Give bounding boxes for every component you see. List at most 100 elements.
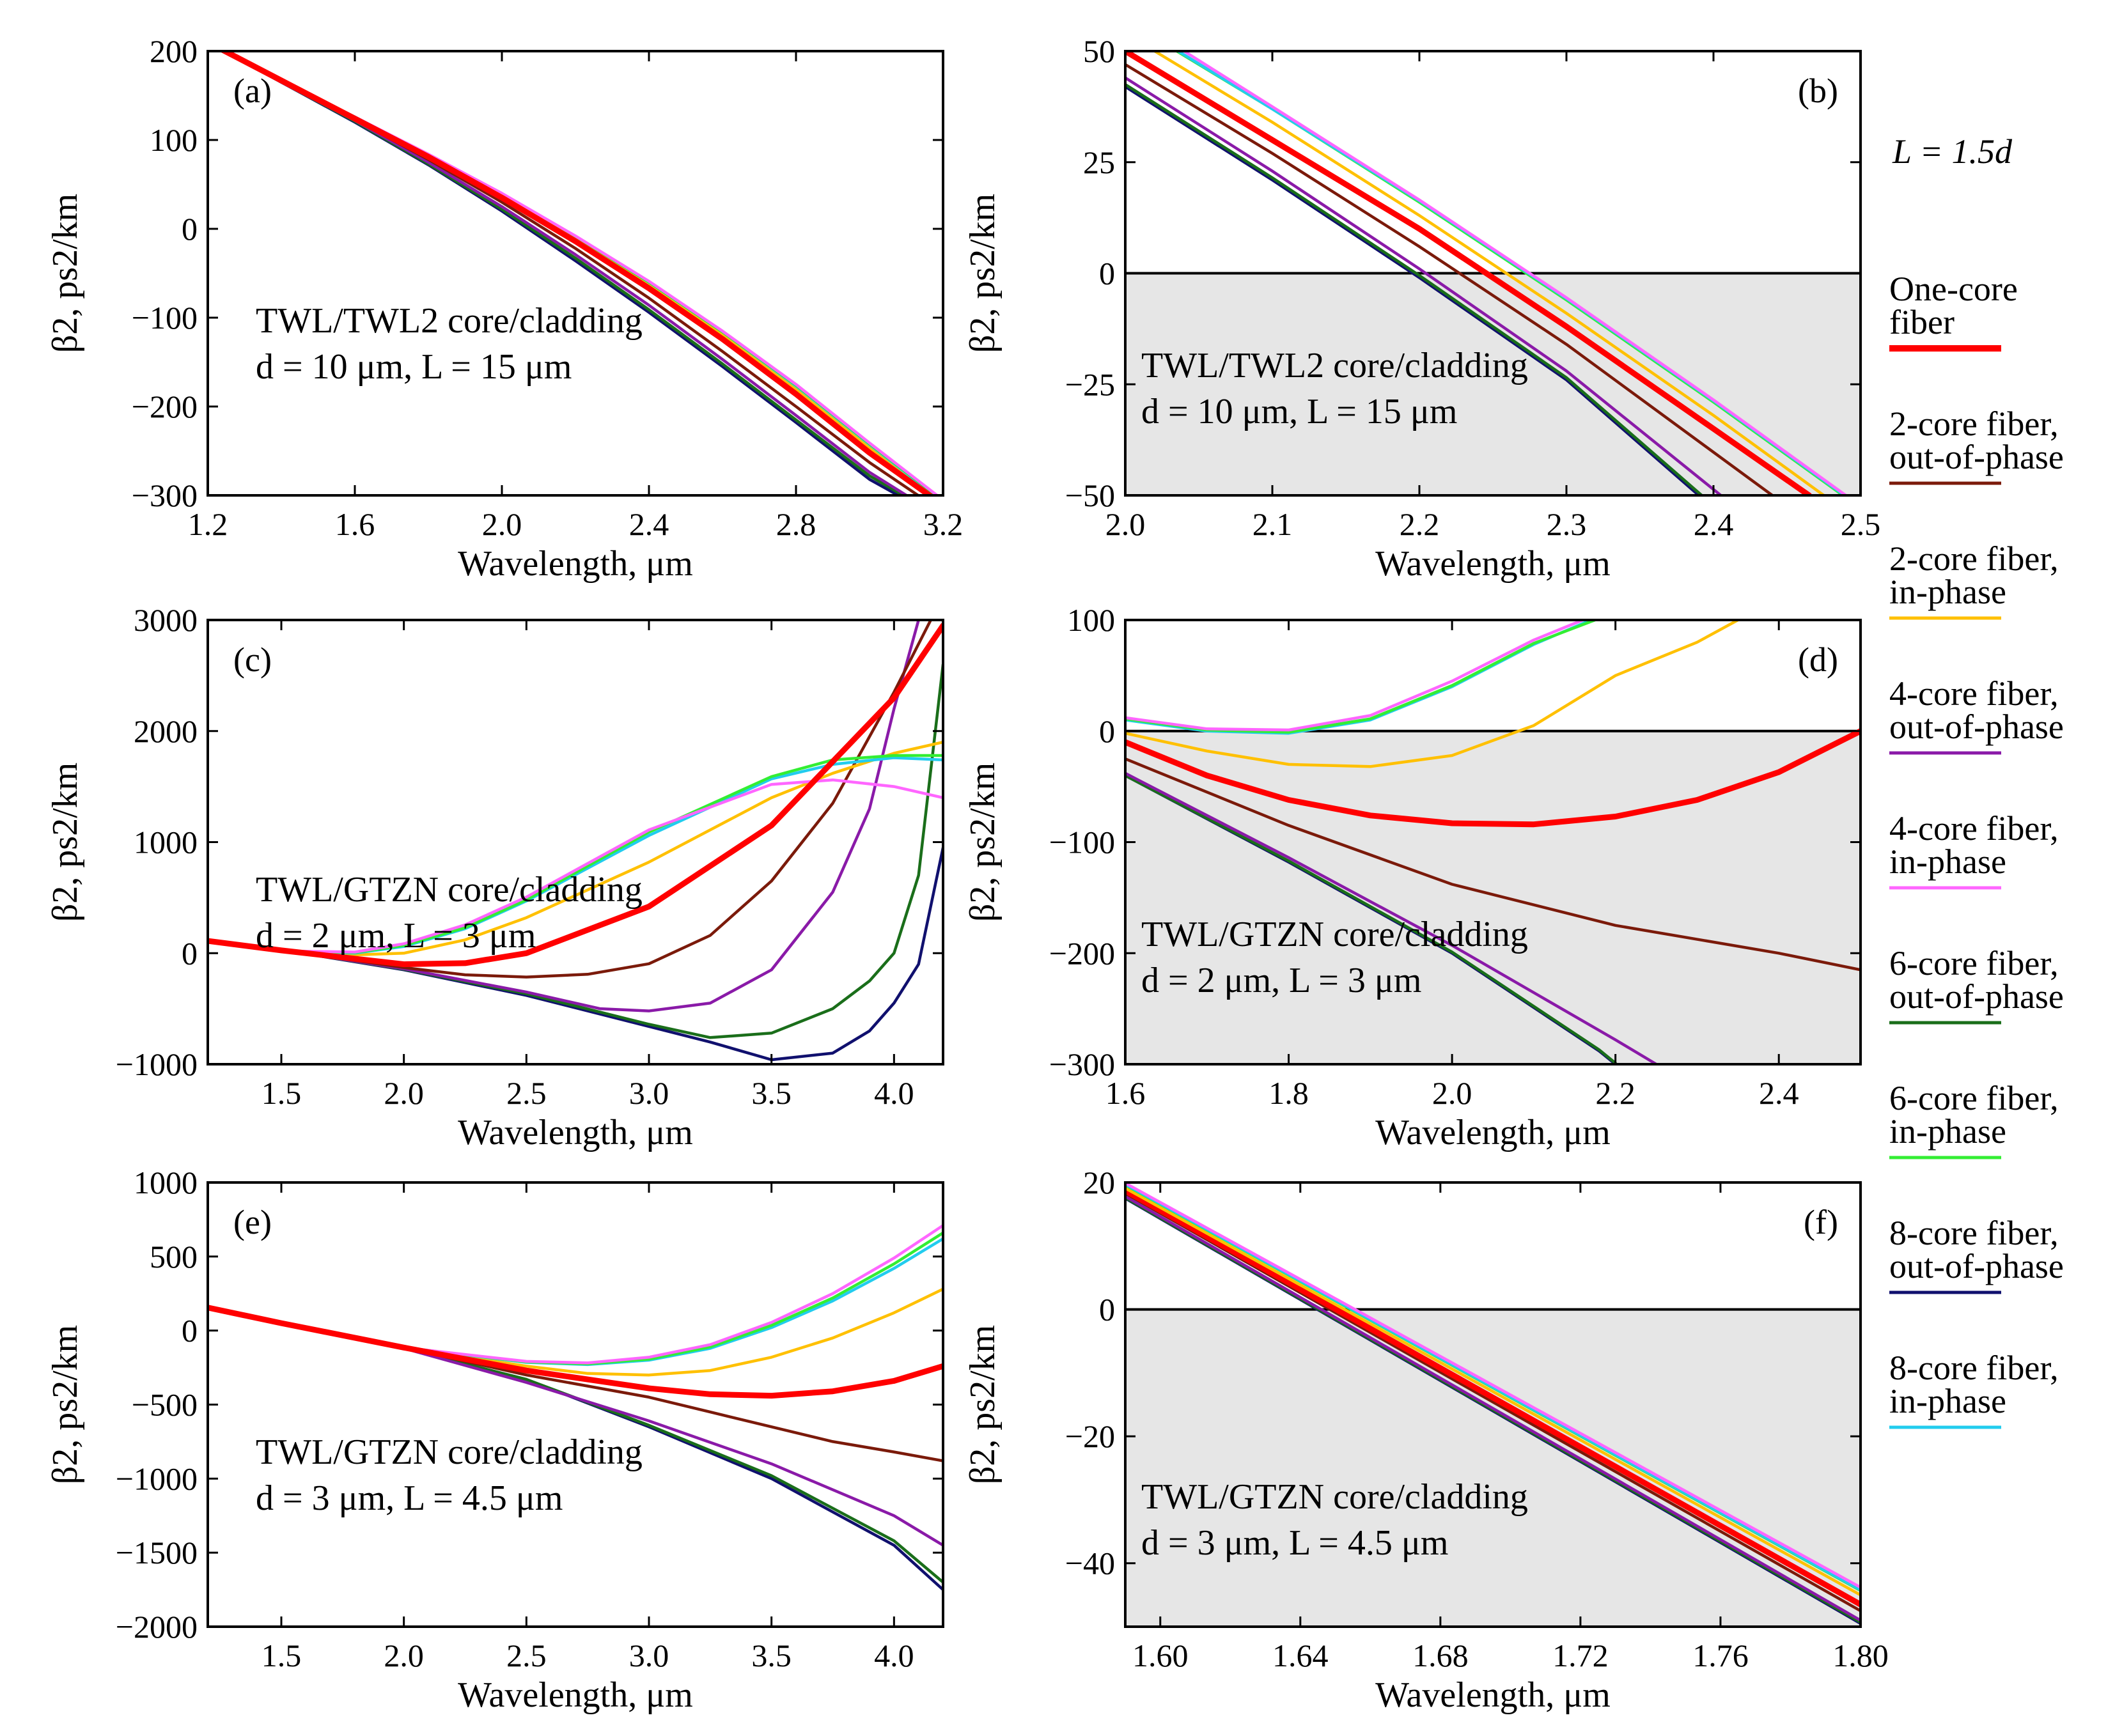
x-tick-label: 2.5 xyxy=(506,1075,547,1111)
panel-tag: (c) xyxy=(233,640,272,679)
x-tick-label: 3.0 xyxy=(629,1638,669,1673)
series-group xyxy=(218,51,940,495)
legend-label-line-1: 2-core fiber, xyxy=(1889,405,2059,443)
legend-label-line-2: in-phase xyxy=(1889,1382,2006,1420)
x-axis-label: Wavelength, μm xyxy=(458,1113,693,1152)
series-line-c4i xyxy=(1125,1182,1861,1589)
panel-a: 1.2 1.6 2.0 2.4 2.8 3.2 −300 −200 −100 0 100 200 Wav… xyxy=(45,33,963,584)
y-tick-label: −100 xyxy=(132,300,198,336)
y-axis-label: β2, ps2/km xyxy=(45,1325,85,1484)
series-line-c6o xyxy=(208,663,943,1039)
panel-tag: (f) xyxy=(1804,1203,1838,1241)
x-axis-label: Wavelength, μm xyxy=(458,544,693,584)
y-tick-label: 1000 xyxy=(134,825,198,860)
x-tick-label: 2.0 xyxy=(1432,1075,1472,1111)
y-axis-label: β2, ps2/km xyxy=(963,194,1003,353)
x-tick-label: 3.5 xyxy=(751,1075,792,1111)
series-line-c4o xyxy=(1125,76,1722,495)
x-tick-label: 1.80 xyxy=(1832,1638,1889,1673)
x-tick-label: 1.72 xyxy=(1552,1638,1609,1673)
legend-label-line-1: 8-core fiber, xyxy=(1889,1214,2059,1252)
y-tick-label: −1000 xyxy=(116,1046,198,1082)
legend-entry-c8o: 8-core fiber,out-of-phase xyxy=(1889,1214,2064,1294)
annotation-line-1: TWL/TWL2 core/cladding xyxy=(1141,346,1528,385)
legend-entry-c6o: 6-core fiber,out-of-phase xyxy=(1889,944,2064,1025)
plot-frame xyxy=(207,1181,944,1628)
x-tick-label: 2.5 xyxy=(1841,506,1881,542)
legend-label-line-1: 4-core fiber, xyxy=(1889,674,2059,713)
series-line-one xyxy=(208,1305,943,1399)
x-axis-label: Wavelength, μm xyxy=(1375,1113,1611,1152)
x-tick-label: 2.2 xyxy=(1400,506,1440,542)
y-axis-label: β2, ps2/km xyxy=(45,194,85,353)
x-tick-label: 4.0 xyxy=(874,1638,914,1673)
legend-entry-c2o: 2-core fiber,out-of-phase xyxy=(1889,405,2064,485)
panel-f: 1.60 1.64 1.68 1.72 1.76 1.80 −40 −20 0 20 Wavelen… xyxy=(963,1165,1889,1715)
series-line-one xyxy=(1125,51,1812,495)
legend-entry-c8i: 8-core fiber,in-phase xyxy=(1889,1349,2059,1429)
x-tick-label: 2.0 xyxy=(384,1075,424,1111)
y-tick-label: 3000 xyxy=(134,602,198,638)
y-tick-label: −300 xyxy=(132,477,198,513)
series-line-c2i xyxy=(1125,1186,1861,1597)
y-tick-label: 500 xyxy=(150,1239,198,1275)
legend-label-line-1: 4-core fiber, xyxy=(1889,809,2059,848)
y-tick-label: −2000 xyxy=(116,1609,198,1645)
annotation-line-2: d = 10 μm, L = 15 μm xyxy=(1141,392,1457,431)
annotation-line-2: d = 3 μm, L = 4.5 μm xyxy=(256,1478,563,1518)
series-line-c4i xyxy=(1182,51,1848,495)
panel-tag: (e) xyxy=(233,1203,272,1241)
x-tick-label: 2.0 xyxy=(384,1638,424,1673)
y-tick-label: 100 xyxy=(1067,602,1115,638)
x-tick-label: 3.5 xyxy=(751,1638,792,1673)
x-tick-label: 2.4 xyxy=(1694,506,1734,542)
legend-label-line-2: out-of-phase xyxy=(1889,708,2064,746)
y-axis-label: β2, ps2/km xyxy=(45,763,85,922)
series-group xyxy=(1125,51,1848,495)
series-line-one xyxy=(208,623,943,968)
x-tick-label: 2.4 xyxy=(629,506,669,542)
legend-label-line-1: 2-core fiber, xyxy=(1889,539,2059,578)
series-line-one xyxy=(1125,728,1861,828)
y-tick-label: −40 xyxy=(1065,1546,1115,1581)
panel-tag: (a) xyxy=(233,72,272,110)
series-group xyxy=(208,1223,943,1592)
plot-frame xyxy=(1124,1181,1862,1628)
y-axis-label: β2, ps2/km xyxy=(963,1325,1003,1484)
panel-e: 1.5 2.0 2.5 3.0 3.5 4.0 −2000 −1500 −1000 −500 0 50… xyxy=(45,1165,944,1715)
annotation-line-1: TWL/TWL2 core/cladding xyxy=(256,301,643,341)
x-axis-label: Wavelength, μm xyxy=(458,1675,693,1715)
y-tick-label: 200 xyxy=(150,33,198,69)
y-tick-label: −20 xyxy=(1065,1418,1115,1454)
series-line-c6o xyxy=(221,51,907,495)
annotation-line-1: TWL/GTZN core/cladding xyxy=(256,870,643,910)
y-tick-label: 100 xyxy=(150,122,198,158)
panel-tag: (d) xyxy=(1798,640,1838,679)
series-line-c6o xyxy=(1125,82,1703,495)
series-line-c4i xyxy=(208,1223,943,1365)
y-tick-label: 20 xyxy=(1083,1165,1115,1200)
y-tick-label: −200 xyxy=(1049,935,1115,971)
series-line-c6i xyxy=(221,51,939,495)
x-tick-label: 1.6 xyxy=(335,506,375,542)
series-line-c8i xyxy=(208,1237,943,1367)
plot-frame xyxy=(207,619,944,1066)
legend-label-line-2: in-phase xyxy=(1889,842,2006,881)
x-tick-label: 1.60 xyxy=(1132,1638,1189,1673)
y-tick-label: −25 xyxy=(1065,366,1115,402)
panel-tag: (b) xyxy=(1798,72,1838,110)
legend-label-line-1: One-core xyxy=(1889,270,2018,308)
legend-entry-c6i: 6-core fiber,in-phase xyxy=(1889,1079,2059,1159)
series-line-c8o xyxy=(221,51,901,495)
legend-label-line-2: fiber xyxy=(1889,303,1955,341)
series-line-c2i xyxy=(1153,51,1825,495)
series-group xyxy=(1125,620,1861,1064)
y-tick-label: 0 xyxy=(1099,256,1115,291)
y-tick-label: 0 xyxy=(1099,1292,1115,1328)
legend-label-line-2: in-phase xyxy=(1889,573,2006,611)
annotation-line-2: d = 10 μm, L = 15 μm xyxy=(256,347,572,387)
x-tick-label: 4.0 xyxy=(874,1075,914,1111)
legend-header: L = 1.5d xyxy=(1892,132,2013,171)
x-tick-label: 1.5 xyxy=(261,1075,302,1111)
